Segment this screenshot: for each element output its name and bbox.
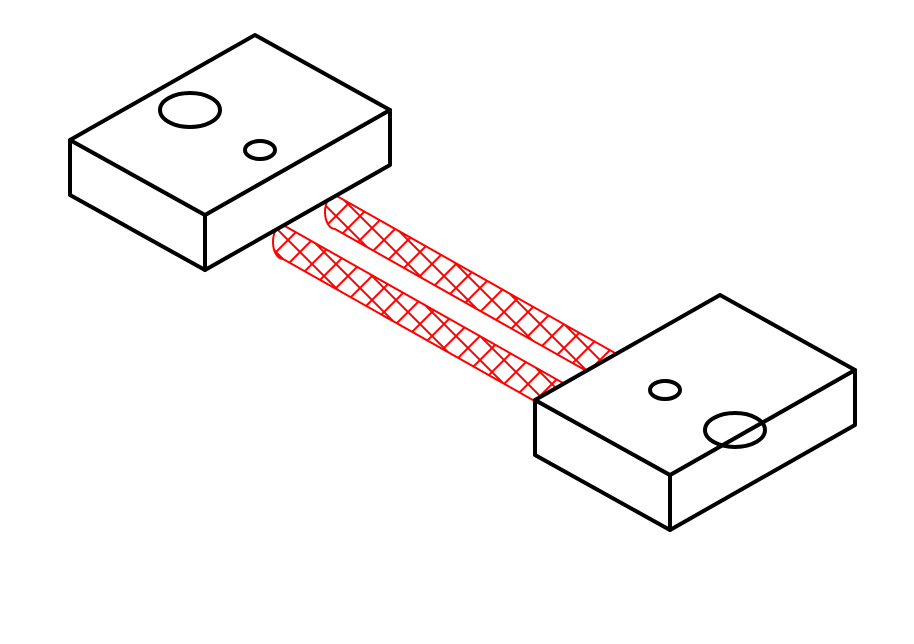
terminal-block-left [70, 35, 390, 270]
rod-back [0, 0, 914, 644]
terminal-block-right [535, 295, 855, 530]
shunt-resistor-diagram [0, 0, 914, 644]
rod-front [0, 0, 914, 644]
